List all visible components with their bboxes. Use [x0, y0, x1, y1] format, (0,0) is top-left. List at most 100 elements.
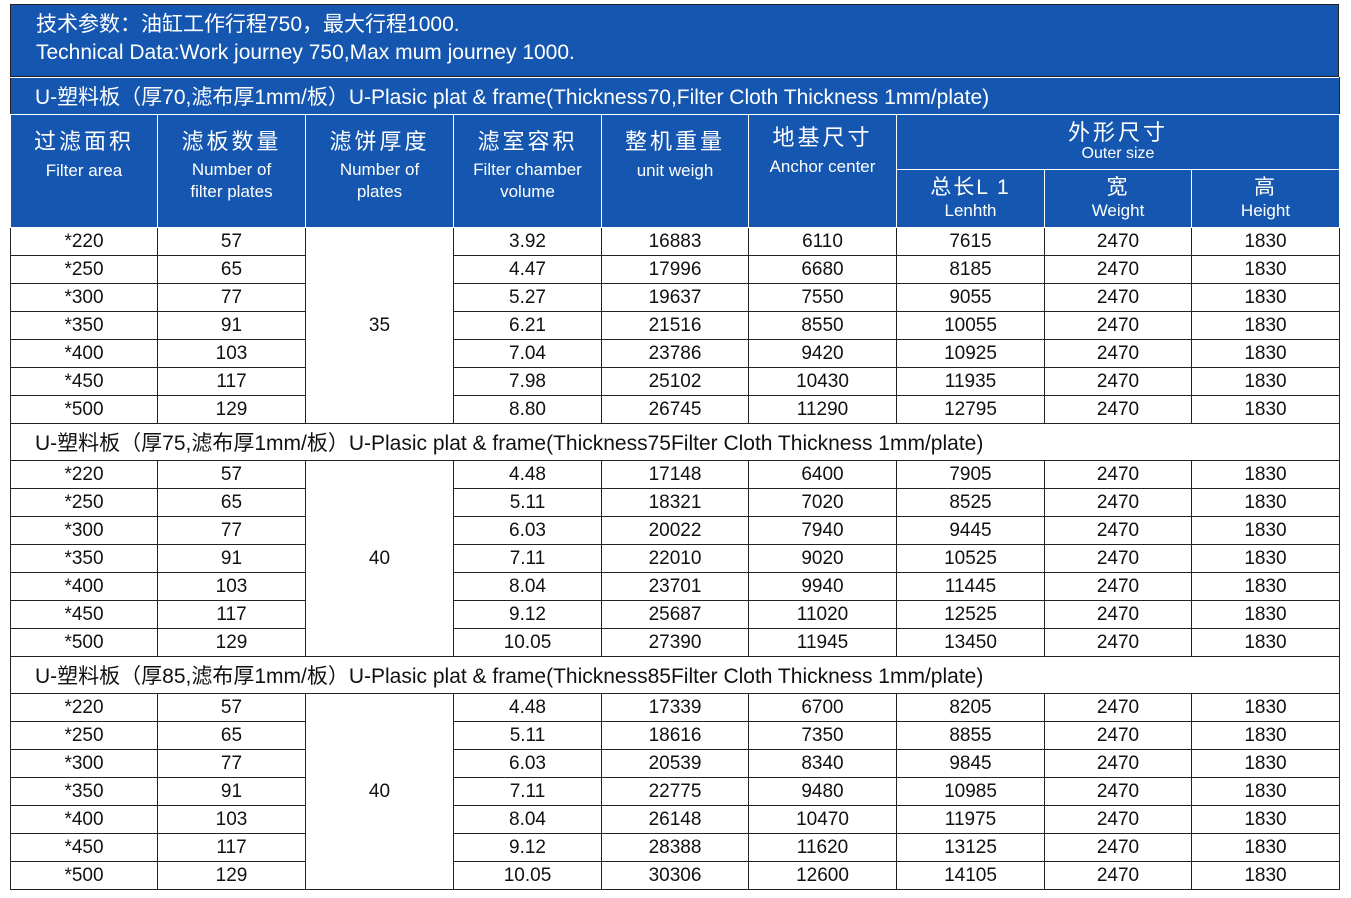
header-chamber-en2: volume [500, 182, 555, 201]
header-filter-area: 过滤面积 Filter area [10, 114, 158, 228]
cell-chamber-volume: 7.11 [453, 777, 602, 806]
cell-height: 1830 [1191, 805, 1340, 834]
header-weight-cn: 整机重量 [624, 129, 725, 154]
cell-height: 1830 [1191, 833, 1340, 862]
cell-plate-count: 103 [157, 339, 306, 368]
cell-filter-area: *450 [10, 367, 158, 396]
cell-unit-weight: 18321 [601, 488, 749, 517]
cell-height: 1830 [1191, 339, 1340, 368]
cell-height: 1830 [1191, 749, 1340, 778]
cell-anchor-center: 11020 [748, 600, 897, 629]
cell-width: 2470 [1044, 628, 1192, 657]
cell-length: 10925 [896, 339, 1045, 368]
section-title-row: U-塑料板（厚75,滤布厚1mm/板）U-Plasic plat & frame… [10, 423, 1340, 461]
header-anchor-en: Anchor center [769, 157, 876, 176]
cell-filter-area: *350 [10, 311, 158, 340]
cell-unit-weight: 25102 [601, 367, 749, 396]
header-cake: 滤饼厚度 Number of plates [305, 114, 454, 228]
table-row: *450 117 9.12 25687 11020 12525 2470 1830 [10, 600, 1340, 629]
cell-height: 1830 [1191, 628, 1340, 657]
cell-filter-area: *400 [10, 339, 158, 368]
cell-plate-count: 65 [157, 255, 306, 284]
cell-unit-weight: 28388 [601, 833, 749, 862]
cell-unit-weight: 22010 [601, 544, 749, 573]
table-row: *400 103 7.04 23786 9420 10925 2470 1830 [10, 339, 1340, 368]
cell-unit-weight: 20022 [601, 516, 749, 545]
cell-chamber-volume: 5.11 [453, 721, 602, 750]
cell-length: 7615 [896, 227, 1045, 256]
header-filter-area-cn: 过滤面积 [33, 129, 134, 154]
cell-plate-count: 57 [157, 227, 306, 256]
table-row: *350 91 7.11 22010 9020 10525 2470 1830 [10, 544, 1340, 573]
cell-unit-weight: 19637 [601, 283, 749, 312]
cell-plate-count: 57 [157, 460, 306, 489]
cell-plate-count: 129 [157, 861, 306, 890]
cell-width: 2470 [1044, 367, 1192, 396]
cell-filter-area: *500 [10, 628, 158, 657]
cell-filter-area: *400 [10, 805, 158, 834]
cell-length: 8185 [896, 255, 1045, 284]
cell-width: 2470 [1044, 311, 1192, 340]
cell-unit-weight: 18616 [601, 721, 749, 750]
header-chamber-en1: Filter chamber [473, 160, 582, 179]
cell-anchor-center: 9420 [748, 339, 897, 368]
cell-unit-weight: 16883 [601, 227, 749, 256]
cell-unit-weight: 23786 [601, 339, 749, 368]
cell-anchor-center: 9940 [748, 572, 897, 601]
cell-length: 13125 [896, 833, 1045, 862]
cell-anchor-center: 6680 [748, 255, 897, 284]
cell-width: 2470 [1044, 693, 1192, 722]
cell-cake-thickness: 40 [305, 460, 454, 657]
table-row: *350 91 6.21 21516 8550 10055 2470 1830 [10, 311, 1340, 340]
cell-height: 1830 [1191, 721, 1340, 750]
table-row: *300 77 5.27 19637 7550 9055 2470 1830 [10, 283, 1340, 312]
cell-chamber-volume: 7.11 [453, 544, 602, 573]
cell-filter-area: *500 [10, 861, 158, 890]
cell-plate-count: 117 [157, 367, 306, 396]
technical-data-cn: 技术参数：油缸工作行程750，最大行程1000. [36, 13, 460, 36]
cell-chamber-volume: 8.04 [453, 805, 602, 834]
header-plates-en2: filter plates [190, 182, 273, 201]
header-length-en: Lenhth [944, 201, 997, 220]
cell-anchor-center: 6110 [748, 227, 897, 256]
header-row: 过滤面积 Filter area 滤板数量 Number of filter p… [10, 114, 1340, 228]
cell-plate-count: 91 [157, 777, 306, 806]
header-length: 总长L 1 Lenhth [896, 169, 1045, 228]
cell-length: 13450 [896, 628, 1045, 657]
cell-plate-count: 91 [157, 544, 306, 573]
cell-width: 2470 [1044, 283, 1192, 312]
cell-length: 11975 [896, 805, 1045, 834]
cell-length: 9845 [896, 749, 1045, 778]
cell-height: 1830 [1191, 693, 1340, 722]
cell-height: 1830 [1191, 283, 1340, 312]
cell-filter-area: *250 [10, 488, 158, 517]
header-height-en: Height [1240, 201, 1291, 220]
header-filter-area-en: Filter area [45, 161, 123, 180]
header-outer-size: 外形尺寸 Outer size [896, 114, 1340, 170]
header-weight: 整机重量 unit weigh [601, 114, 749, 228]
cell-cake-thickness: 40 [305, 693, 454, 890]
cell-anchor-center: 12600 [748, 861, 897, 890]
header-width: 宽 Weight [1044, 169, 1192, 228]
header-weight-en: unit weigh [636, 161, 714, 180]
cell-filter-area: *400 [10, 572, 158, 601]
table-row: *250 65 5.11 18616 7350 8855 2470 1830 [10, 721, 1340, 750]
table-row: *500 129 8.80 26745 11290 12795 2470 1830 [10, 395, 1340, 424]
cell-anchor-center: 10430 [748, 367, 897, 396]
cell-length: 9445 [896, 516, 1045, 545]
section-title-row: U-塑料板（厚85,滤布厚1mm/板）U-Plasic plat & frame… [10, 656, 1340, 694]
cell-cake-thickness: 35 [305, 227, 454, 424]
cell-plate-count: 91 [157, 311, 306, 340]
cell-filter-area: *300 [10, 516, 158, 545]
cell-width: 2470 [1044, 516, 1192, 545]
cell-chamber-volume: 4.48 [453, 693, 602, 722]
cell-height: 1830 [1191, 777, 1340, 806]
cell-width: 2470 [1044, 544, 1192, 573]
header-cake-en1: Number of [339, 160, 420, 179]
cell-height: 1830 [1191, 460, 1340, 489]
cell-plate-count: 77 [157, 749, 306, 778]
cell-plate-count: 77 [157, 283, 306, 312]
cell-height: 1830 [1191, 861, 1340, 890]
cell-chamber-volume: 8.80 [453, 395, 602, 424]
cell-plate-count: 129 [157, 395, 306, 424]
